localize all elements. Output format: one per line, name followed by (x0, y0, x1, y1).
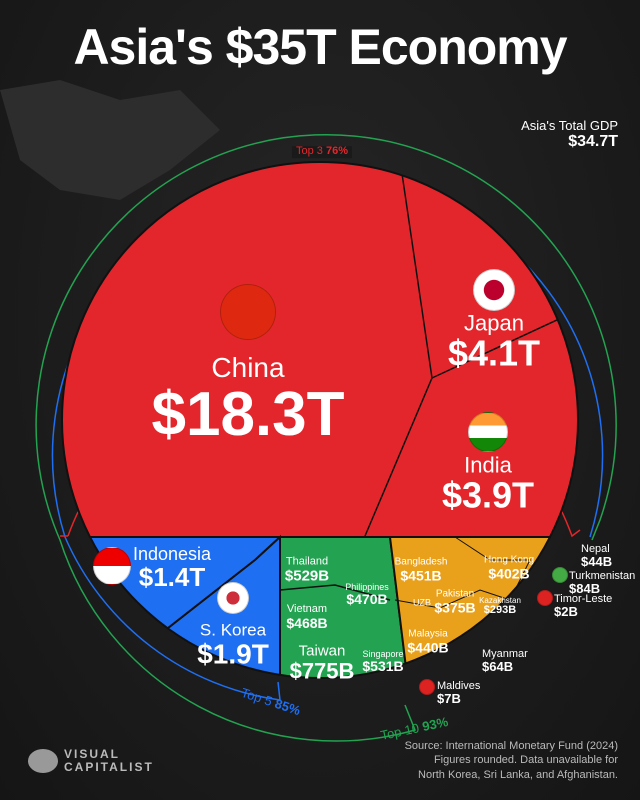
label-s-korea: S. Korea $1.9T (197, 620, 269, 670)
label-turkmenistan: Turkmenistan $84B (569, 570, 636, 597)
label-kazakhstan: Kazakhstan $293B (479, 596, 521, 617)
label-taiwan: Taiwan $775B (289, 642, 355, 684)
label-singapore: Singapore $531B (362, 648, 404, 675)
total-gdp: Asia's Total GDP $34.7T (521, 118, 618, 151)
s-korea-flag-icon (217, 582, 249, 614)
label-philippines: Philippines $470B (345, 581, 389, 608)
total-gdp-value: $34.7T (568, 133, 618, 150)
cell-top10[interactable] (279, 536, 412, 700)
label-japan: Japan $4.1T (447, 310, 541, 374)
turkmenistan-flag-icon (552, 567, 568, 583)
label-bangladesh: Bangladesh $451B (394, 556, 448, 583)
maldives-flag-icon (419, 679, 435, 695)
top10-arc (35, 133, 617, 742)
label-thailand: Thailand $529B (284, 555, 330, 584)
label-vietnam: Vietnam $468B (286, 602, 328, 631)
label-china: China $18.3T (151, 351, 345, 450)
label-hong-kong: Hong Kong $402B (483, 554, 535, 581)
logo-icon (28, 748, 58, 773)
page-title: Asia's $35T Economy (73, 19, 567, 75)
label-maldives: Maldives $7B (437, 680, 481, 707)
total-gdp-label: Asia's Total GDP (521, 118, 618, 133)
cell-border (279, 584, 391, 601)
label-uzb: UZB (413, 597, 431, 608)
timor-leste-flag-icon (537, 590, 553, 606)
label-myanmar: Myanmar $64B (482, 648, 528, 675)
label-indonesia: Indonesia $1.4T (132, 543, 212, 592)
world-map-background (0, 80, 220, 200)
label-timor-leste: Timor-Leste $2B (554, 593, 613, 620)
visual-capitalist-logo: VISUAL CAPITALIST (28, 747, 154, 774)
label-nepal: Nepal $44B (581, 543, 613, 570)
indonesia-flag-icon (93, 547, 131, 585)
label-india: India $3.9T (441, 452, 535, 516)
india-flag-icon (468, 412, 508, 452)
china-flag-icon (220, 284, 276, 340)
top3-label: Top 3 76% (291, 145, 353, 158)
japan-flag-icon (473, 269, 515, 311)
label-pakistan: Pakistan $375B (434, 588, 476, 615)
label-malaysia: Malaysia $440B (407, 628, 449, 655)
source-note: Source: International Monetary Fund (202… (404, 740, 618, 781)
